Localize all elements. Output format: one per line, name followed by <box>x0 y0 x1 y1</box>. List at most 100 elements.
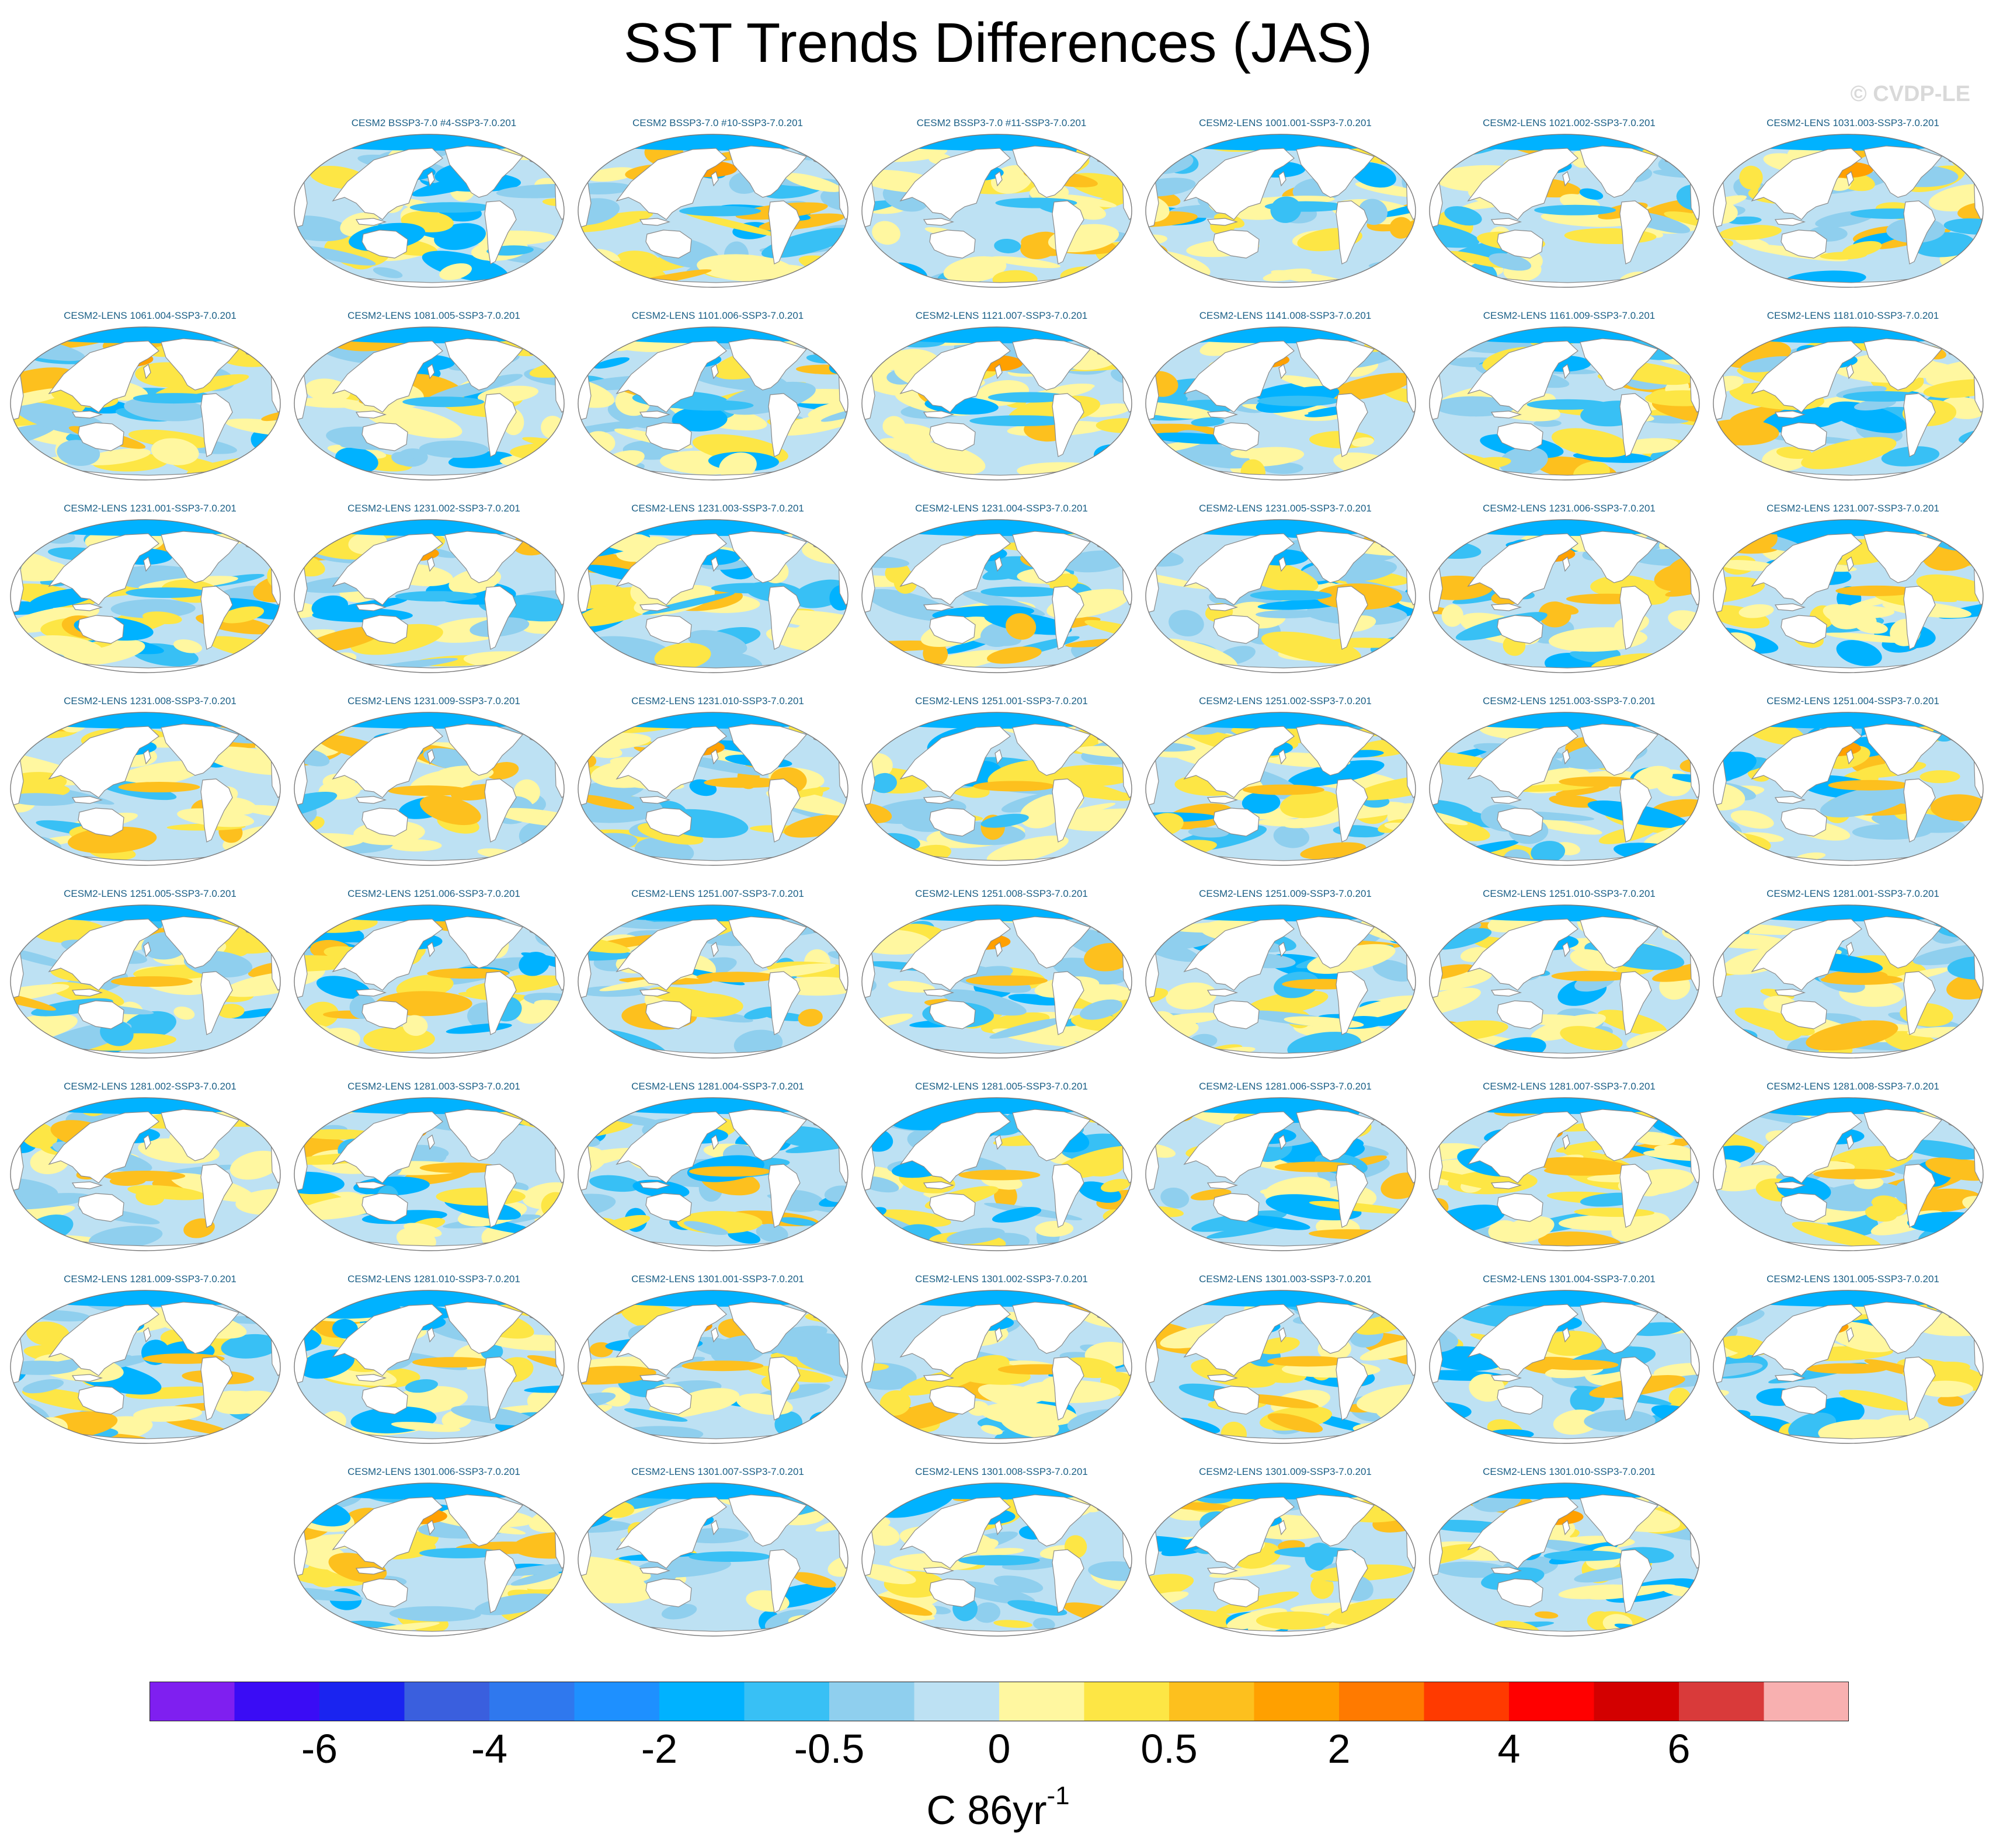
land-indonesia <box>1490 410 1522 419</box>
map-panel: CESM2-LENS 1301.002-SSP3-7.0.201 <box>860 1273 1143 1454</box>
land-north-america <box>161 1301 240 1354</box>
land-indonesia <box>1490 1181 1522 1189</box>
land-japan <box>1278 749 1286 765</box>
land-japan <box>143 749 151 765</box>
land-japan <box>711 1134 719 1150</box>
sst-trend-map <box>10 1097 281 1251</box>
map-panel: CESM2-LENS 1281.008-SSP3-7.0.201 <box>1711 1080 1995 1261</box>
sst-trend-map <box>1145 712 1416 866</box>
land-australia <box>1213 1000 1260 1029</box>
land-asia <box>1183 726 1295 798</box>
land-indonesia <box>639 796 671 804</box>
land-asia <box>616 1497 727 1569</box>
panel-title: CESM2-LENS 1281.005-SSP3-7.0.201 <box>915 1081 1088 1092</box>
land-asia <box>48 1111 159 1184</box>
land-asia <box>332 1304 443 1376</box>
panel-title: CESM2-LENS 1301.003-SSP3-7.0.201 <box>1199 1273 1372 1285</box>
land-asia <box>48 726 159 798</box>
land-south-america <box>1619 1549 1652 1613</box>
panel-title: CESM2-LENS 1281.003-SSP3-7.0.201 <box>347 1081 520 1092</box>
land-south-america <box>1336 200 1368 265</box>
land-australia <box>645 1000 692 1029</box>
land-south-america <box>1619 586 1652 650</box>
sst-trend-map <box>861 134 1132 288</box>
land-indonesia <box>639 1567 671 1575</box>
land-australia <box>361 229 408 259</box>
colorbar-swatch <box>999 1682 1084 1721</box>
land-indonesia <box>639 1181 671 1189</box>
land-indonesia <box>923 1181 955 1189</box>
land-south-america <box>1336 393 1368 457</box>
land-australia <box>1781 615 1827 644</box>
land-asia <box>1751 918 1862 991</box>
sst-trend-map <box>578 1097 849 1251</box>
land-japan <box>994 556 1003 572</box>
land-north-america <box>444 1301 524 1354</box>
panel-title: CESM2-LENS 1251.002-SSP3-7.0.201 <box>1199 695 1372 707</box>
land-asia <box>48 533 159 605</box>
land-japan <box>1562 1134 1570 1150</box>
panel-title: CESM2-LENS 1251.005-SSP3-7.0.201 <box>64 888 237 899</box>
panel-title: CESM2-LENS 1281.009-SSP3-7.0.201 <box>64 1273 237 1285</box>
colorbar-swatch <box>1339 1682 1424 1721</box>
land-asia <box>899 1497 1011 1569</box>
map-panel: CESM2-LENS 1021.002-SSP3-7.0.201 <box>1427 117 1711 298</box>
land-indonesia <box>355 1374 387 1382</box>
land-indonesia <box>1774 989 1806 997</box>
map-panel: CESM2 BSSP3-7.0 #10-SSP3-7.0.201 <box>576 117 860 298</box>
panel-title: CESM2-LENS 1231.001-SSP3-7.0.201 <box>64 503 237 514</box>
land-north-america <box>1296 1301 1375 1354</box>
land-south-america <box>484 778 517 843</box>
sst-trend-map <box>1145 326 1416 481</box>
sst-trend-map <box>1713 1290 1984 1444</box>
land-australia <box>1781 808 1827 837</box>
land-south-america <box>1619 200 1652 265</box>
colorbar-swatch <box>1594 1682 1679 1721</box>
land-japan <box>143 941 151 958</box>
sst-trend-map <box>294 1097 565 1251</box>
land-australia <box>929 615 976 644</box>
land-asia <box>899 340 1011 413</box>
sst-trend-map <box>578 712 849 866</box>
land-south-america <box>1619 778 1652 843</box>
land-indonesia <box>1774 218 1806 226</box>
map-panel: CESM2-LENS 1251.008-SSP3-7.0.201 <box>860 888 1143 1069</box>
watermark: © CVDP-LE <box>1850 82 1970 106</box>
sst-trend-map <box>578 1290 849 1444</box>
land-japan <box>994 1519 1003 1536</box>
land-asia <box>1751 533 1862 605</box>
land-asia <box>616 1111 727 1184</box>
land-indonesia <box>923 218 955 226</box>
land-asia <box>332 148 443 220</box>
panel-title: CESM2-LENS 1251.001-SSP3-7.0.201 <box>915 695 1088 707</box>
map-panel: CESM2-LENS 1281.005-SSP3-7.0.201 <box>860 1080 1143 1261</box>
land-south-america <box>1052 1164 1084 1228</box>
land-asia <box>1467 1304 1578 1376</box>
map-panel: CESM2-LENS 1001.001-SSP3-7.0.201 <box>1143 117 1427 298</box>
land-japan <box>427 363 435 380</box>
sst-trend-map <box>1713 519 1984 673</box>
land-north-america <box>1012 723 1091 776</box>
map-panel: CESM2-LENS 1281.004-SSP3-7.0.201 <box>576 1080 860 1261</box>
colorbar-swatch <box>1679 1682 1764 1721</box>
land-north-america <box>444 723 524 776</box>
land-australia <box>1781 1000 1827 1029</box>
land-south-america <box>1903 971 1936 1035</box>
land-south-america <box>200 971 233 1035</box>
land-japan <box>1846 941 1854 958</box>
land-north-america <box>728 916 808 969</box>
land-north-america <box>1863 338 1943 391</box>
land-south-america <box>768 586 801 650</box>
land-japan <box>143 1327 151 1343</box>
map-panel: CESM2 BSSP3-7.0 #4-SSP3-7.0.201 <box>292 117 576 298</box>
map-panel: CESM2-LENS 1181.010-SSP3-7.0.201 <box>1711 309 1995 490</box>
land-japan <box>1846 170 1854 187</box>
land-north-america <box>1012 145 1091 198</box>
panel-title: CESM2-LENS 1251.003-SSP3-7.0.201 <box>1483 695 1656 707</box>
land-australia <box>78 1386 124 1415</box>
panel-title: CESM2-LENS 1281.007-SSP3-7.0.201 <box>1483 1081 1656 1092</box>
land-south-america <box>1336 778 1368 843</box>
panel-title: CESM2-LENS 1001.001-SSP3-7.0.201 <box>1199 117 1372 128</box>
land-north-america <box>1580 145 1659 198</box>
land-north-america <box>1012 916 1091 969</box>
